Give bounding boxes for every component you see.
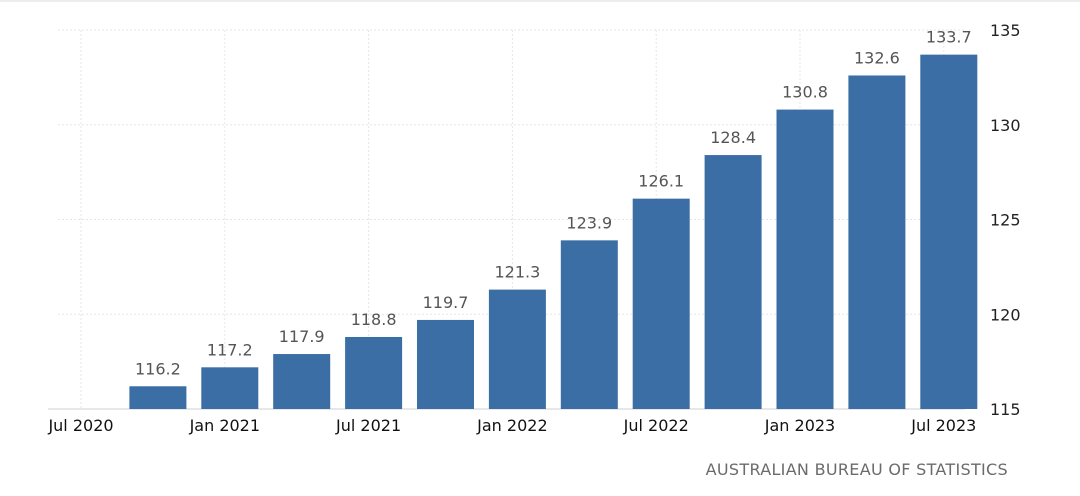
data-labels: 116.2 117.2 117.9 118.8 119.7 121.3 123.9 126.1…	[135, 28, 972, 379]
x-tick-label: Jan 2023	[764, 416, 835, 435]
bar	[704, 155, 762, 409]
x-tick-label: Jul 2022	[623, 416, 689, 435]
x-tick-label: Jul 2021	[335, 416, 401, 435]
bar-value-label: 130.8	[782, 83, 828, 102]
bar-value-label: 132.6	[854, 48, 900, 67]
bar	[273, 354, 331, 409]
x-tick-label: Jul 2020	[47, 416, 113, 435]
x-tick-label: Jan 2022	[476, 416, 547, 435]
bar	[201, 367, 259, 409]
x-axis-ticks: Jul 2020 Jan 2021 Jul 2021 Jan 2022 Jul 2022…	[47, 416, 976, 435]
y-tick-label: 125	[990, 211, 1021, 230]
bar-value-label: 117.2	[207, 340, 253, 359]
x-tick-label: Jan 2021	[189, 416, 260, 435]
bar	[417, 319, 474, 409]
bars	[129, 54, 978, 409]
bar-value-label: 117.9	[279, 327, 325, 346]
bar	[345, 336, 403, 409]
bar	[920, 54, 978, 409]
bar	[560, 240, 618, 409]
bar-value-label: 128.4	[710, 128, 756, 147]
y-tick-label: 120	[990, 305, 1021, 324]
y-tick-label: 130	[990, 116, 1021, 135]
y-tick-label: 115	[990, 400, 1021, 419]
bar-value-label: 116.2	[135, 359, 181, 378]
y-tick-label: 135	[990, 21, 1021, 40]
bar	[129, 386, 187, 409]
bar-value-label: 126.1	[638, 172, 684, 191]
bar-value-label: 121.3	[494, 263, 540, 282]
bar	[488, 289, 546, 409]
bar	[848, 75, 906, 409]
bar-value-label: 123.9	[566, 213, 612, 232]
source-label: AUSTRALIAN BUREAU OF STATISTICS	[705, 460, 1008, 479]
bar-value-label: 118.8	[351, 310, 397, 329]
bar	[632, 198, 690, 409]
bar	[776, 109, 834, 409]
bar-value-label: 133.7	[926, 28, 972, 47]
y-axis-ticks: 115 120 125 130 135	[990, 21, 1021, 419]
x-tick-label: Jul 2023	[910, 416, 976, 435]
bar-value-label: 119.7	[423, 293, 469, 312]
